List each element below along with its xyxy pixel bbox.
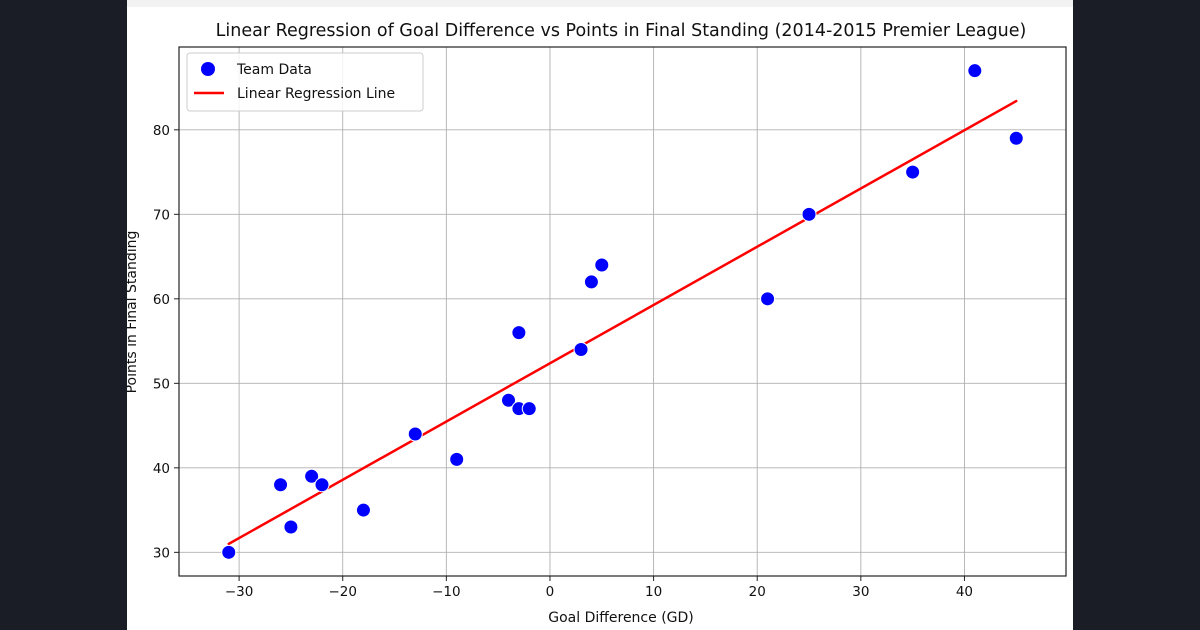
frame-top-strip bbox=[127, 0, 1073, 7]
regression-line bbox=[227, 99, 1018, 546]
data-point bbox=[573, 342, 589, 358]
chart-title: Linear Regression of Goal Difference vs … bbox=[216, 21, 1027, 41]
x-tick-label: 30 bbox=[852, 584, 869, 600]
data-point bbox=[355, 502, 371, 518]
legend: Team Data Linear Regression Line bbox=[186, 52, 424, 112]
data-point bbox=[304, 468, 320, 484]
data-point bbox=[449, 451, 465, 467]
data-point bbox=[594, 257, 610, 273]
data-point bbox=[511, 325, 527, 341]
plot-area-border bbox=[178, 46, 1067, 577]
x-tick-label: 40 bbox=[956, 584, 973, 600]
data-point bbox=[905, 164, 921, 180]
y-tick-label: 70 bbox=[153, 207, 170, 223]
legend-label-team-data: Team Data bbox=[236, 62, 312, 78]
data-point bbox=[273, 477, 289, 493]
x-tick-label: −10 bbox=[432, 584, 461, 600]
y-tick-label: 60 bbox=[153, 292, 170, 308]
data-point bbox=[407, 426, 423, 442]
data-points-layer bbox=[221, 63, 1024, 560]
x-tick-label: 0 bbox=[546, 584, 555, 600]
legend-label-regression-line: Linear Regression Line bbox=[237, 86, 395, 102]
data-point bbox=[501, 392, 517, 408]
x-axis-label: Goal Difference (GD) bbox=[548, 610, 694, 626]
y-tick-label: 30 bbox=[153, 545, 170, 561]
data-point bbox=[583, 274, 599, 290]
data-point bbox=[283, 519, 299, 535]
data-point bbox=[760, 291, 776, 307]
data-point bbox=[1008, 130, 1024, 146]
data-point bbox=[314, 477, 330, 493]
y-tick-label: 50 bbox=[153, 376, 170, 392]
legend-scatter-marker bbox=[201, 62, 215, 76]
x-tick-label: 10 bbox=[645, 584, 662, 600]
x-tick-label: −20 bbox=[328, 584, 357, 600]
legend-box bbox=[186, 52, 424, 112]
axis-ticks: −30 −20 −10 0 10 20 30 40 30 40 50 60 70 80 bbox=[153, 123, 973, 600]
regression-chart: −30 −20 −10 0 10 20 30 40 30 40 50 60 70 80 Linear Re… bbox=[127, 21, 1067, 626]
data-point bbox=[801, 206, 817, 222]
y-tick-label: 80 bbox=[153, 123, 170, 139]
figure-frame: −30 −20 −10 0 10 20 30 40 30 40 50 60 70 80 Linear Re… bbox=[127, 0, 1073, 630]
regression-line-layer bbox=[227, 99, 1018, 546]
y-tick-label: 40 bbox=[153, 461, 170, 477]
grid bbox=[179, 47, 1066, 576]
data-point bbox=[221, 544, 237, 560]
data-point bbox=[967, 63, 983, 79]
y-axis-label: Points in Final Standing bbox=[127, 231, 140, 394]
x-tick-label: −30 bbox=[225, 584, 254, 600]
data-point bbox=[521, 401, 537, 417]
x-tick-label: 20 bbox=[749, 584, 766, 600]
